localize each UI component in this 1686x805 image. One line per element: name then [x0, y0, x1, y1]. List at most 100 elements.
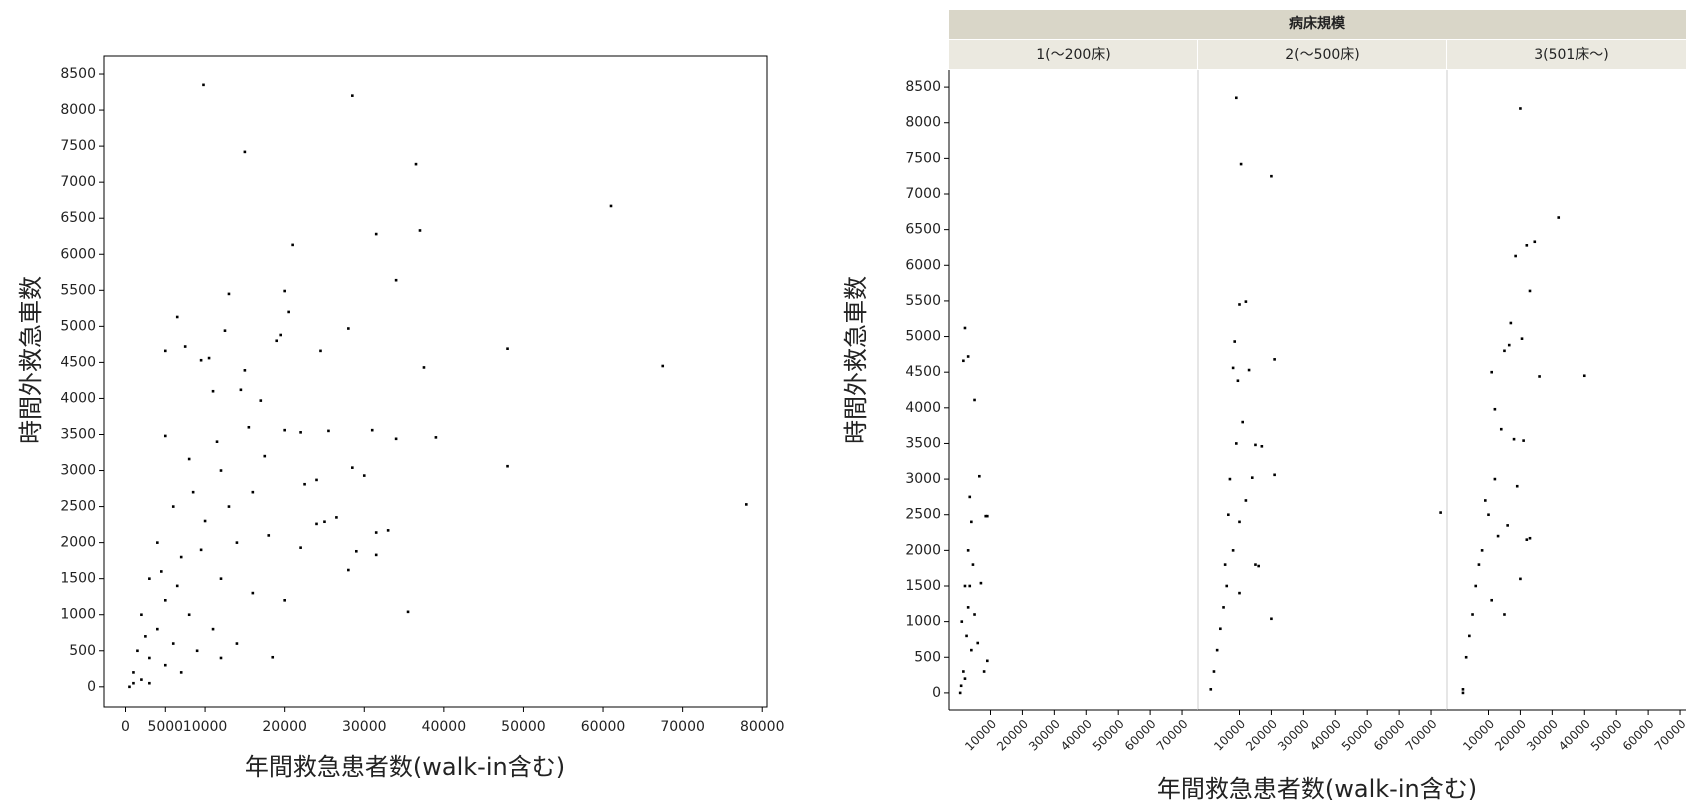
point [128, 685, 131, 689]
point [1538, 375, 1541, 378]
point [191, 490, 195, 494]
point [291, 243, 294, 247]
facet-header [949, 10, 1686, 39]
point [1499, 427, 1503, 431]
y-tick-label: 7000 [60, 174, 96, 190]
point [347, 327, 350, 330]
x-tick-label: 20000 [1492, 717, 1529, 754]
point [1222, 606, 1225, 609]
y-tick-label: 1000 [905, 614, 941, 630]
point [1503, 349, 1506, 353]
point [1238, 591, 1241, 595]
point [414, 162, 418, 166]
x-tick-label: 20000 [262, 719, 307, 735]
point [1212, 670, 1216, 673]
point [1471, 613, 1474, 616]
point [968, 584, 972, 588]
point [315, 478, 318, 482]
point [1512, 437, 1516, 441]
point [1241, 420, 1244, 424]
y-tick-label: 8000 [60, 102, 96, 118]
x-tick-label: 40000 [1058, 717, 1095, 754]
point [1270, 617, 1273, 621]
point [299, 546, 302, 549]
point [1223, 563, 1227, 566]
point [223, 329, 227, 332]
panel-header [1447, 40, 1686, 69]
point [1528, 289, 1532, 293]
panel-label: 2(～500床) [1285, 47, 1360, 63]
point [963, 677, 967, 680]
point [283, 428, 286, 432]
y-tick-label: 4500 [905, 364, 941, 380]
point [745, 503, 748, 506]
y-tick-label: 2500 [905, 507, 941, 523]
point [243, 369, 247, 372]
x-tick-label: 30000 [1026, 717, 1063, 754]
point [1464, 655, 1468, 659]
point [299, 431, 302, 434]
y-tick-label: 0 [87, 679, 96, 695]
point [962, 359, 965, 363]
y-tick-label: 3000 [60, 463, 96, 479]
point [1257, 564, 1260, 568]
x-tick-label: 20000 [994, 717, 1031, 754]
point [1227, 513, 1230, 517]
x-tick-label: 10000 [962, 717, 999, 754]
y-tick-label: 7500 [60, 138, 96, 154]
y-tick-label: 7500 [905, 150, 941, 166]
point [1239, 162, 1243, 166]
x-tick-label: 50000 [501, 719, 546, 735]
y-tick-label: 5000 [905, 329, 941, 345]
point [187, 457, 191, 461]
point [227, 505, 231, 508]
point [1503, 613, 1506, 616]
point [1461, 691, 1465, 695]
point [970, 648, 973, 652]
x-tick-label: 60000 [1620, 717, 1657, 754]
point [347, 568, 350, 572]
point [211, 627, 215, 631]
x-tick-label: 20000 [1243, 717, 1280, 754]
y-tick-label: 6500 [905, 222, 941, 238]
y-tick-label: 2000 [60, 535, 96, 551]
x-tick-label: 50000 [1588, 717, 1625, 754]
y-tick-label: 1000 [60, 607, 96, 623]
point [1520, 337, 1524, 340]
point [1439, 511, 1442, 514]
point [1219, 627, 1222, 631]
x-tick-label: 10000 [183, 719, 228, 735]
point [187, 613, 191, 617]
point [207, 356, 211, 360]
point [1484, 499, 1487, 502]
point [1254, 443, 1257, 447]
point [1525, 244, 1529, 247]
x-tick-label: 5000 [147, 719, 183, 735]
y-tick-label: 6000 [905, 257, 941, 273]
point [251, 591, 255, 595]
x-tick-label: 40000 [1556, 717, 1593, 754]
point [271, 655, 275, 659]
point [982, 670, 986, 673]
point [506, 464, 509, 468]
point [506, 347, 509, 350]
point [199, 548, 203, 552]
y-tick-label: 8500 [905, 79, 941, 95]
point [335, 516, 338, 519]
point [1260, 445, 1264, 448]
x-tick-label: 70000 [1652, 717, 1686, 754]
point [263, 454, 267, 458]
point [966, 549, 970, 552]
panel-header [949, 40, 1197, 69]
point [1270, 174, 1273, 178]
point [976, 641, 980, 645]
panel-label: 3(501床～) [1534, 47, 1609, 63]
point [215, 440, 219, 443]
point [203, 519, 207, 523]
point [156, 627, 159, 631]
point [1236, 379, 1240, 383]
point [1490, 370, 1493, 374]
point [1582, 374, 1586, 378]
point [966, 355, 970, 358]
point [1507, 343, 1511, 347]
